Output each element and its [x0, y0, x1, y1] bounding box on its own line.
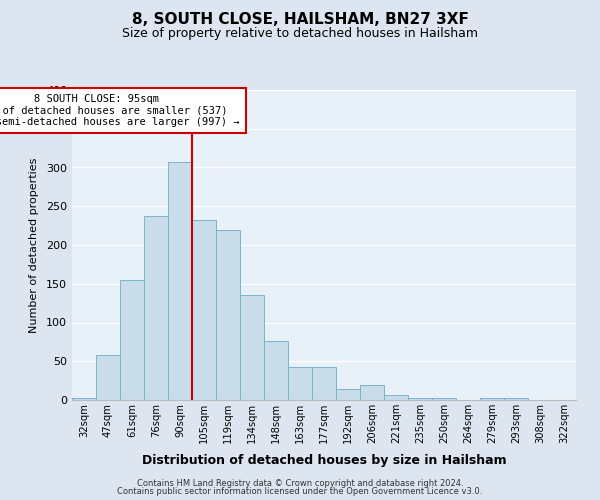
- X-axis label: Distribution of detached houses by size in Hailsham: Distribution of detached houses by size …: [142, 454, 506, 468]
- Text: Size of property relative to detached houses in Hailsham: Size of property relative to detached ho…: [122, 28, 478, 40]
- Bar: [192, 220, 216, 400]
- Text: 8, SOUTH CLOSE, HAILSHAM, BN27 3XF: 8, SOUTH CLOSE, HAILSHAM, BN27 3XF: [131, 12, 469, 28]
- Bar: [72, 398, 96, 400]
- Bar: [288, 368, 312, 400]
- Text: 8 SOUTH CLOSE: 95sqm
← 35% of detached houses are smaller (537)
65% of semi-deta: 8 SOUTH CLOSE: 95sqm ← 35% of detached h…: [0, 94, 240, 127]
- Bar: [504, 398, 528, 400]
- Bar: [360, 384, 384, 400]
- Text: Contains public sector information licensed under the Open Government Licence v3: Contains public sector information licen…: [118, 487, 482, 496]
- Bar: [120, 280, 144, 400]
- Bar: [384, 394, 408, 400]
- Bar: [264, 341, 288, 400]
- Bar: [432, 398, 456, 400]
- Y-axis label: Number of detached properties: Number of detached properties: [29, 158, 39, 332]
- Bar: [312, 366, 336, 400]
- Bar: [144, 216, 168, 400]
- Bar: [480, 398, 504, 400]
- Bar: [240, 296, 264, 400]
- Bar: [336, 389, 360, 400]
- Bar: [168, 162, 192, 400]
- Bar: [216, 230, 240, 400]
- Bar: [408, 398, 432, 400]
- Bar: [96, 355, 120, 400]
- Text: Contains HM Land Registry data © Crown copyright and database right 2024.: Contains HM Land Registry data © Crown c…: [137, 478, 463, 488]
